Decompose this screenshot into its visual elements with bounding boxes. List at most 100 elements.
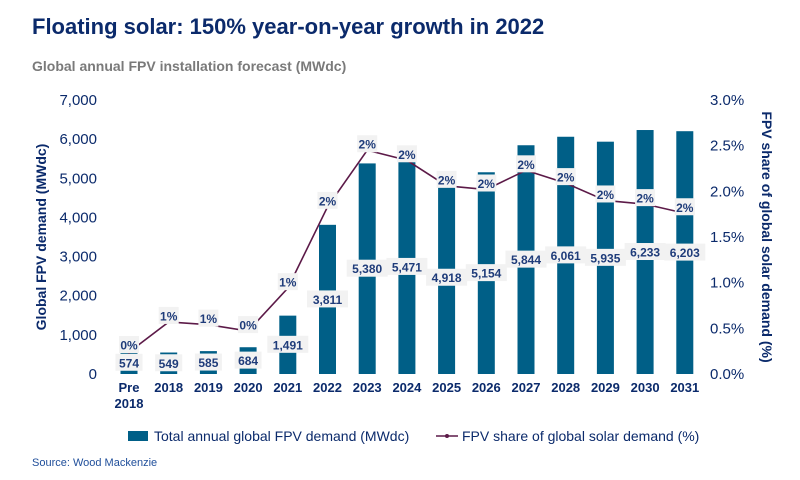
bar-data-label: 5,844 [511, 253, 541, 267]
line-data-label-bg [555, 168, 576, 186]
y-tick-label: 6,000 [59, 131, 97, 148]
line-data-label: 0% [120, 339, 138, 353]
bar-data-label: 684 [238, 354, 258, 368]
bar-data-label-bg [426, 268, 468, 286]
bar-data-label-bg [234, 351, 262, 369]
line-data-label-bg [277, 273, 298, 291]
line-data-label: 2% [636, 192, 654, 206]
x-tick-label: 2021 [273, 380, 302, 395]
x-tick-label: 2022 [313, 380, 342, 395]
y-tick-label: 4,000 [59, 209, 97, 226]
bar-data-label-bg [267, 335, 309, 353]
line-data-label-bg [476, 174, 497, 192]
y-right-tick-label: 2.5% [710, 138, 744, 155]
line-data-label: 1% [200, 312, 218, 326]
x-tick-label: 2024 [392, 380, 422, 395]
bar-data-label: 1,491 [273, 338, 303, 352]
x-tick-label: 2019 [194, 380, 223, 395]
bar-data-label: 585 [198, 356, 218, 370]
x-tick-label: 2031 [670, 380, 699, 395]
bar-data-label-bg [664, 243, 706, 261]
line-data-label: 2% [438, 173, 456, 187]
line-data-label: 2% [478, 177, 496, 191]
bar-data-label-bg [624, 243, 666, 261]
y-tick-label: 5,000 [59, 170, 97, 187]
y-tick-label: 0 [89, 366, 97, 383]
bar-data-label-bg [155, 354, 183, 372]
line-data-label-bg [674, 198, 695, 216]
bar-data-label-bg [346, 259, 388, 277]
x-tick-label: 2026 [472, 380, 501, 395]
line-data-label-bg [436, 170, 457, 188]
x-tick-label: 2020 [234, 380, 263, 395]
bar-data-label-bg [505, 250, 547, 268]
line-data-label-bg [198, 309, 219, 327]
chart-title: Floating solar: 150% year-on-year growth… [32, 14, 545, 39]
x-tick-label: 2030 [631, 380, 660, 395]
source-note: Source: Wood Mackenzie [32, 457, 158, 469]
line-data-label-bg [158, 306, 179, 324]
line-data-label: 2% [398, 148, 416, 162]
x-tick-label: Pre [119, 380, 140, 395]
x-tick-label: 2029 [591, 380, 620, 395]
line-data-label: 2% [597, 188, 615, 202]
y-tick-label: 2,000 [59, 288, 97, 305]
x-tick-label: 2027 [512, 380, 541, 395]
line-data-label-bg [635, 189, 656, 207]
bar-data-label: 6,233 [630, 246, 660, 260]
line-data-label: 1% [160, 309, 178, 323]
bar-data-label: 5,154 [471, 267, 501, 281]
line-data-label: 2% [557, 171, 575, 185]
line-data-label: 2% [676, 201, 694, 215]
bar-data-label-bg [307, 290, 348, 308]
bar-data-label-bg [465, 264, 507, 282]
line-data-label: 2% [319, 194, 337, 208]
line-data-label: 2% [359, 138, 377, 152]
bar-data-label: 5,935 [590, 251, 620, 265]
bar-data-label: 549 [159, 357, 179, 371]
chart-subtitle: Global annual FPV installation forecast … [32, 58, 347, 74]
y-tick-label: 1,000 [59, 327, 97, 344]
y-right-tick-label: 0.0% [710, 366, 744, 383]
y-right-axis-label: FPV share of global solar demand (%) [759, 111, 775, 362]
line-data-label: 2% [517, 158, 535, 172]
bar-data-label: 5,380 [352, 262, 382, 276]
legend-label-line: FPV share of global solar demand (%) [462, 428, 699, 444]
bar-data-label-bg [115, 353, 143, 371]
bar-data-label: 6,203 [670, 246, 700, 260]
legend-swatch-bars [128, 431, 148, 441]
y-tick-label: 7,000 [59, 92, 97, 109]
line-data-label-bg [595, 185, 616, 203]
x-tick-label: 2018 [154, 380, 183, 395]
line-data-label-bg [119, 336, 139, 353]
y-right-tick-label: 1.5% [710, 229, 744, 246]
y-right-tick-label: 2.0% [710, 183, 744, 200]
line-data-label-bg [516, 155, 536, 173]
bar-data-label-bg [194, 353, 222, 371]
y-right-tick-label: 1.0% [710, 275, 744, 292]
line-data-label: 0% [239, 319, 257, 333]
y-tick-label: 3,000 [59, 249, 97, 266]
line-data-label-bg [357, 135, 378, 153]
bar-data-label-bg [545, 246, 587, 264]
line-data-label-bg [238, 316, 259, 334]
bar-data-label-bg [386, 257, 428, 275]
bar-data-label: 3,811 [313, 293, 343, 307]
line-data-label: 1% [279, 276, 297, 290]
y-axis-label: Global FPV demand (MWdc) [33, 144, 49, 331]
x-tick-label: 2028 [551, 380, 580, 395]
legend-marker-line [445, 434, 449, 438]
x-tick-label: 2018 [115, 396, 144, 411]
bar-data-label: 6,061 [551, 249, 581, 263]
y-right-tick-label: 0.5% [710, 320, 744, 337]
bar-data-label-bg [584, 248, 626, 266]
bar-data-label: 5,471 [392, 260, 422, 274]
bar-data-label: 4,918 [432, 271, 462, 285]
line-data-label-bg [317, 191, 338, 209]
bar-data-label: 574 [119, 356, 139, 370]
line-data-label-bg [396, 145, 417, 163]
y-right-tick-label: 3.0% [710, 92, 744, 109]
x-tick-label: 2023 [353, 380, 382, 395]
x-tick-label: 2025 [432, 380, 461, 395]
